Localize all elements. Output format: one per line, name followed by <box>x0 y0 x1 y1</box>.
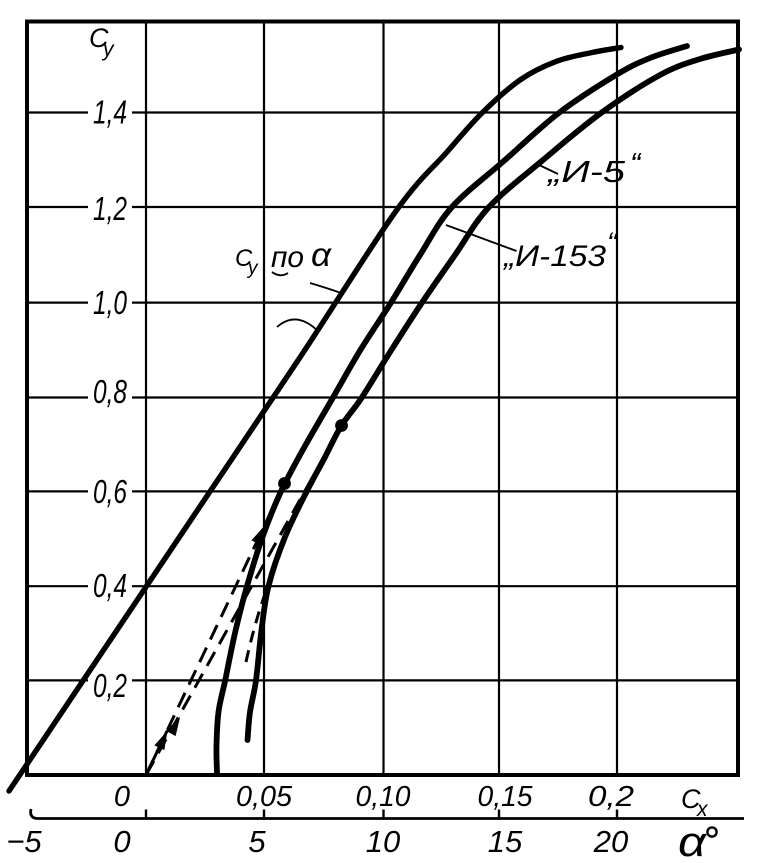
svg-text:0,10: 0,10 <box>356 781 411 813</box>
svg-text:0,2: 0,2 <box>93 667 127 704</box>
svg-text:C: C <box>89 23 109 53</box>
svg-text:0,2: 0,2 <box>588 781 634 813</box>
svg-text:C: C <box>681 784 701 814</box>
svg-text:0,4: 0,4 <box>93 567 127 604</box>
svg-text:„И-5: „И-5 <box>545 154 626 189</box>
svg-text:15: 15 <box>488 824 523 859</box>
svg-text:x: x <box>696 798 709 821</box>
svg-text:α: α <box>678 818 707 863</box>
svg-text:0,15: 0,15 <box>478 781 534 813</box>
svg-text:10: 10 <box>366 824 400 859</box>
svg-text:α: α <box>311 236 332 273</box>
svg-text:0,6: 0,6 <box>93 473 127 510</box>
svg-text:20: 20 <box>593 824 628 859</box>
svg-text:1,4: 1,4 <box>93 94 127 131</box>
svg-text:y: y <box>101 38 115 61</box>
svg-text:0,8: 0,8 <box>93 373 127 410</box>
svg-text:5: 5 <box>248 824 266 859</box>
svg-text:1,2: 1,2 <box>93 190 127 227</box>
svg-text:“: “ <box>630 146 642 181</box>
svg-text:по: по <box>271 241 304 274</box>
svg-text:−5: −5 <box>6 824 42 859</box>
svg-text:0: 0 <box>113 824 130 859</box>
svg-text:y: y <box>246 258 259 279</box>
svg-text:C: C <box>235 245 253 272</box>
svg-text:“: “ <box>607 227 619 260</box>
svg-text:„И-153: „И-153 <box>502 240 607 273</box>
svg-text:0: 0 <box>114 781 130 813</box>
svg-text:0,05: 0,05 <box>236 781 293 813</box>
svg-text:1,0: 1,0 <box>93 284 127 321</box>
